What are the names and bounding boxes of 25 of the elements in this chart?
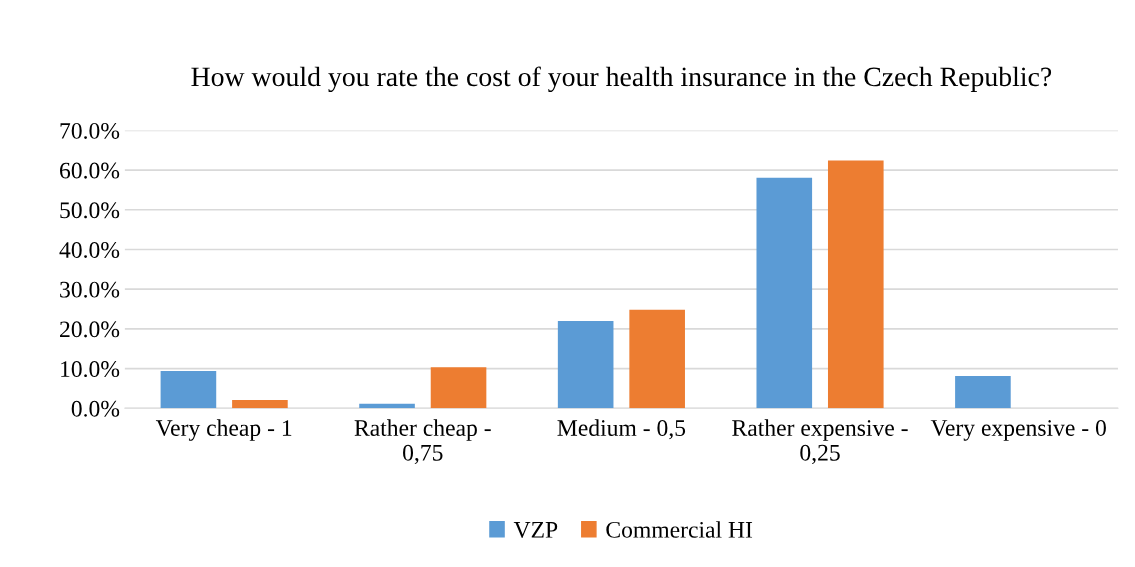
x-tick-label: Very expensive - 0 bbox=[930, 419, 1106, 441]
y-tick-label: 0.0% bbox=[71, 400, 120, 417]
bar bbox=[557, 320, 614, 409]
bar bbox=[430, 367, 487, 409]
y-tick-label: 20.0% bbox=[60, 321, 120, 338]
chart-title: How would you rate the cost of your health insurance in the Czech Republic? bbox=[191, 66, 1052, 92]
bar bbox=[756, 177, 813, 409]
y-tick-label: 10.0% bbox=[61, 361, 120, 378]
x-tick-label: Rather expensive - 0,25 bbox=[732, 419, 908, 465]
bar bbox=[359, 403, 415, 409]
bar bbox=[629, 309, 685, 409]
x-tick-label: Medium - 0,5 bbox=[557, 419, 686, 440]
legend-label: VZP bbox=[513, 522, 558, 538]
bar bbox=[160, 370, 217, 409]
bar bbox=[232, 399, 288, 409]
y-tick-label: 30.0% bbox=[60, 281, 120, 298]
y-tick-label: 70.0% bbox=[60, 122, 120, 139]
bar bbox=[827, 160, 884, 409]
y-tick-label: 60.0% bbox=[60, 162, 120, 179]
bar bbox=[955, 376, 1011, 409]
x-tick-label: Very cheap - 1 bbox=[155, 419, 292, 441]
y-tick-label: 50.0% bbox=[60, 202, 120, 219]
x-tick-label: Rather cheap - 0,75 bbox=[354, 419, 491, 465]
legend-label: Commercial HI bbox=[606, 521, 753, 538]
y-tick-label: 40.0% bbox=[59, 241, 120, 259]
